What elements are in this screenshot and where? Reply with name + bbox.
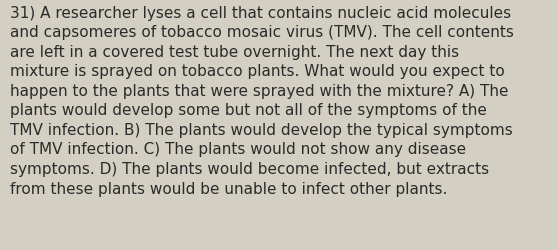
Text: 31) A researcher lyses a cell that contains nucleic acid molecules
and capsomere: 31) A researcher lyses a cell that conta…: [10, 6, 514, 196]
